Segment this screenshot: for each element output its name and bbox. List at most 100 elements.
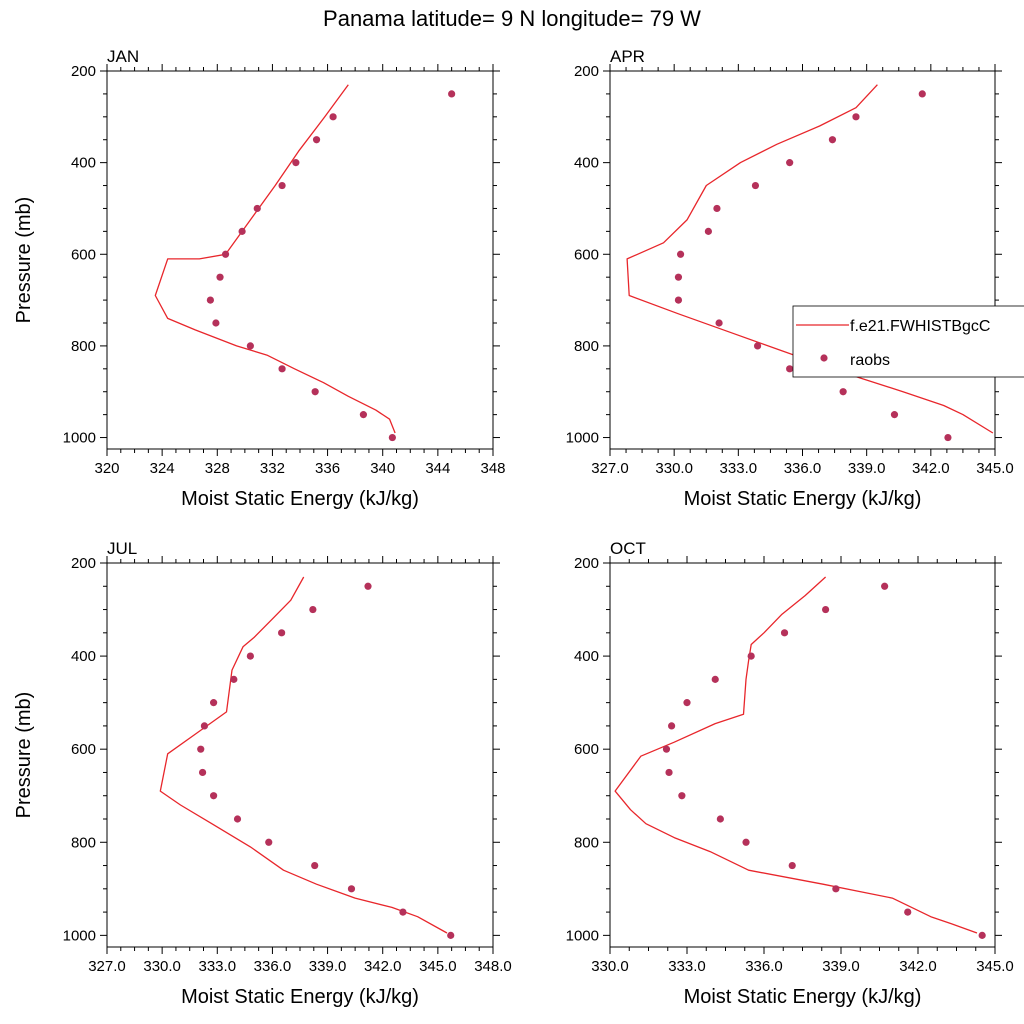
obs-marker bbox=[292, 159, 300, 167]
obs-marker bbox=[918, 90, 926, 98]
obs-marker bbox=[278, 181, 286, 190]
obs-marker bbox=[278, 365, 286, 373]
obs-marker bbox=[221, 250, 230, 258]
x-tick-label: 336.0 bbox=[784, 460, 822, 477]
obs-marker bbox=[839, 388, 847, 396]
obs-marker bbox=[890, 411, 899, 419]
obs-marker bbox=[246, 652, 254, 660]
obs-marker bbox=[238, 227, 246, 235]
x-tick-label: 333.0 bbox=[199, 958, 237, 975]
obs-marker bbox=[253, 204, 261, 213]
obs-marker bbox=[786, 159, 794, 167]
x-tick-label: 339.0 bbox=[309, 958, 347, 975]
x-tick-label: 345.0 bbox=[976, 958, 1014, 975]
obs-marker bbox=[751, 181, 760, 190]
x-tick-label: 342.0 bbox=[899, 958, 937, 975]
x-tick-label: 348 bbox=[480, 460, 505, 477]
obs-marker bbox=[704, 227, 712, 235]
obs-marker bbox=[904, 908, 912, 916]
panel-label: JAN bbox=[107, 47, 139, 66]
obs-marker bbox=[311, 861, 319, 870]
y-tick-label: 1000 bbox=[566, 927, 599, 944]
x-tick-label: 328 bbox=[205, 460, 230, 477]
obs-marker bbox=[312, 136, 321, 144]
obs-marker bbox=[683, 699, 691, 707]
obs-marker bbox=[246, 342, 254, 350]
obs-marker bbox=[978, 931, 986, 939]
obs-marker bbox=[716, 815, 724, 823]
obs-marker bbox=[206, 296, 214, 304]
panel-oct: OCT 330.0 333.0 336.0 339.0 342.0 345.0 200 400 6… bbox=[566, 539, 1014, 1008]
obs-marker bbox=[230, 675, 238, 683]
obs-marker bbox=[448, 90, 456, 98]
y-tick-label: 800 bbox=[574, 834, 599, 851]
obs-marker bbox=[233, 815, 242, 823]
legend-label-model: f.e21.FWHISTBgcC bbox=[850, 318, 990, 335]
y-tick-label: 800 bbox=[71, 338, 96, 355]
x-axis-title: Moist Static Energy (kJ/kg) bbox=[684, 986, 922, 1008]
obs-marker bbox=[665, 768, 673, 777]
y-tick-label: 600 bbox=[574, 246, 599, 263]
y-tick-label: 200 bbox=[574, 63, 599, 80]
obs-marker bbox=[676, 250, 685, 258]
obs-marker bbox=[278, 629, 286, 637]
obs-marker bbox=[828, 136, 837, 144]
obs-marker bbox=[359, 411, 368, 419]
x-tick-label: 330.0 bbox=[143, 958, 181, 975]
obs-marker bbox=[309, 605, 317, 614]
obs-marker bbox=[786, 365, 794, 373]
obs-marker bbox=[742, 838, 750, 846]
obs-marker bbox=[198, 768, 207, 777]
y-tick-label: 400 bbox=[574, 155, 599, 172]
obs-marker bbox=[210, 699, 218, 707]
obs-marker bbox=[197, 745, 205, 753]
obs-marker bbox=[711, 675, 719, 683]
obs-marker bbox=[788, 861, 796, 870]
panel-apr: APR 327.0 330.0 333.0 336.0 339.0 342.0 345.0 20… bbox=[566, 47, 1014, 510]
obs-marker bbox=[822, 605, 830, 614]
x-tick-label: 348.0 bbox=[474, 958, 512, 975]
y-tick-label: 1000 bbox=[63, 927, 96, 944]
obs-marker bbox=[944, 433, 952, 442]
y-tick-label: 400 bbox=[574, 648, 599, 665]
plot-frame bbox=[106, 562, 494, 948]
x-tick-label: 327.0 bbox=[591, 460, 629, 477]
x-tick-label: 332 bbox=[260, 460, 285, 477]
x-tick-label: 330.0 bbox=[591, 958, 629, 975]
model-line bbox=[154, 84, 396, 434]
panel-label: JUL bbox=[107, 539, 137, 558]
y-tick-label: 800 bbox=[71, 834, 96, 851]
y-axis-title: Pressure (mb) bbox=[13, 692, 35, 819]
x-tick-label: 336 bbox=[315, 460, 340, 477]
obs-marker bbox=[715, 319, 723, 327]
model-line bbox=[614, 576, 978, 934]
obs-marker bbox=[347, 885, 356, 893]
model-line bbox=[626, 84, 994, 434]
x-axis-title: Moist Static Energy (kJ/kg) bbox=[181, 488, 419, 510]
obs-marker bbox=[753, 342, 762, 350]
x-tick-label: 333.0 bbox=[720, 460, 758, 477]
y-tick-label: 200 bbox=[574, 555, 599, 572]
obs-marker bbox=[662, 745, 671, 753]
plot-frame bbox=[106, 70, 494, 450]
x-axis-title: Moist Static Energy (kJ/kg) bbox=[684, 488, 922, 510]
obs-marker bbox=[364, 582, 372, 590]
x-tick-label: 345.0 bbox=[419, 958, 457, 975]
x-tick-label: 339.0 bbox=[848, 460, 886, 477]
x-tick-label: 345.0 bbox=[976, 460, 1014, 477]
plot-frame bbox=[609, 70, 996, 450]
obs-marker bbox=[265, 838, 273, 846]
obs-marker bbox=[881, 582, 889, 590]
legend: f.e21.FWHISTBgcC raobs bbox=[792, 305, 1024, 378]
x-axis-title: Moist Static Energy (kJ/kg) bbox=[181, 986, 419, 1008]
panel-label: OCT bbox=[610, 539, 646, 558]
obs-marker bbox=[329, 113, 337, 121]
x-tick-label: 339.0 bbox=[822, 958, 860, 975]
y-tick-label: 1000 bbox=[63, 430, 96, 447]
obs-marker bbox=[200, 722, 209, 730]
y-axis-title: Pressure (mb) bbox=[13, 197, 35, 324]
y-tick-label: 400 bbox=[71, 155, 96, 172]
figure-title: Panama latitude= 9 N longitude= 79 W bbox=[323, 6, 701, 31]
x-tick-label: 336.0 bbox=[745, 958, 783, 975]
